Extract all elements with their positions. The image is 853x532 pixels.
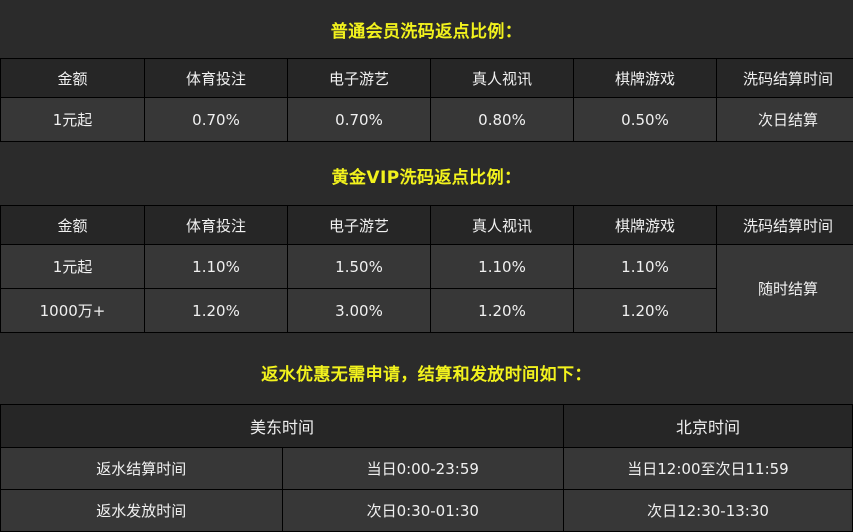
section-title-gold-vip: 黄金VIP洗码返点比例： (0, 142, 853, 205)
header-live-casino: 真人视讯 (431, 206, 574, 245)
header-card-games: 棋牌游戏 (574, 59, 717, 98)
cell-us-eastern-payout: 次日0:30-01:30 (282, 490, 564, 532)
cell-settlement-time: 次日结算 (717, 98, 853, 142)
header-beijing-time: 北京时间 (564, 405, 853, 448)
header-settlement-time: 洗码结算时间 (717, 206, 853, 245)
cell-sports-rate: 1.20% (145, 289, 288, 333)
rebate-schedule-table: 美东时间 北京时间 返水结算时间 当日0:00-23:59 当日12:00至次日… (0, 404, 853, 532)
cell-live-rate: 0.80% (431, 98, 574, 142)
cell-slots-rate: 3.00% (288, 289, 431, 333)
header-sports-betting: 体育投注 (145, 59, 288, 98)
table-header-row: 金额 体育投注 电子游艺 真人视讯 棋牌游戏 洗码结算时间 (1, 206, 853, 245)
table-header-row: 美东时间 北京时间 (1, 405, 853, 448)
header-settlement-time: 洗码结算时间 (717, 59, 853, 98)
cell-settlement-time-merged: 随时结算 (717, 245, 853, 333)
header-amount: 金额 (1, 206, 145, 245)
header-card-games: 棋牌游戏 (574, 206, 717, 245)
section-title-normal-member: 普通会员洗码返点比例： (0, 0, 853, 58)
cell-amount: 1元起 (1, 98, 145, 142)
cell-beijing-settlement: 当日12:00至次日11:59 (564, 448, 853, 490)
table-row: 返水结算时间 当日0:00-23:59 当日12:00至次日11:59 (1, 448, 853, 490)
table-row: 返水发放时间 次日0:30-01:30 次日12:30-13:30 (1, 490, 853, 532)
header-slot-games: 电子游艺 (288, 206, 431, 245)
cell-cards-rate: 0.50% (574, 98, 717, 142)
cell-amount: 1000万+ (1, 289, 145, 333)
normal-member-rebate-table: 金额 体育投注 电子游艺 真人视讯 棋牌游戏 洗码结算时间 1元起 0.70% … (0, 58, 853, 142)
cell-cards-rate: 1.10% (574, 245, 717, 289)
cell-sports-rate: 1.10% (145, 245, 288, 289)
header-live-casino: 真人视讯 (431, 59, 574, 98)
header-slot-games: 电子游艺 (288, 59, 431, 98)
cell-us-eastern-settlement: 当日0:00-23:59 (282, 448, 564, 490)
cell-cards-rate: 1.20% (574, 289, 717, 333)
section-title-rebate-schedule: 返水优惠无需申请，结算和发放时间如下： (0, 333, 853, 404)
cell-live-rate: 1.20% (431, 289, 574, 333)
table-row: 1元起 1.10% 1.50% 1.10% 1.10% 随时结算 (1, 245, 853, 289)
header-sports-betting: 体育投注 (145, 206, 288, 245)
cell-amount: 1元起 (1, 245, 145, 289)
cell-slots-rate: 1.50% (288, 245, 431, 289)
cell-live-rate: 1.10% (431, 245, 574, 289)
cell-row-label-settlement: 返水结算时间 (1, 448, 283, 490)
gold-vip-rebate-table: 金额 体育投注 电子游艺 真人视讯 棋牌游戏 洗码结算时间 1元起 1.10% … (0, 205, 853, 333)
header-amount: 金额 (1, 59, 145, 98)
cell-slots-rate: 0.70% (288, 98, 431, 142)
header-us-eastern-time: 美东时间 (1, 405, 564, 448)
cell-row-label-payout: 返水发放时间 (1, 490, 283, 532)
table-header-row: 金额 体育投注 电子游艺 真人视讯 棋牌游戏 洗码结算时间 (1, 59, 853, 98)
cell-beijing-payout: 次日12:30-13:30 (564, 490, 853, 532)
table-row: 1元起 0.70% 0.70% 0.80% 0.50% 次日结算 (1, 98, 853, 142)
cell-sports-rate: 0.70% (145, 98, 288, 142)
